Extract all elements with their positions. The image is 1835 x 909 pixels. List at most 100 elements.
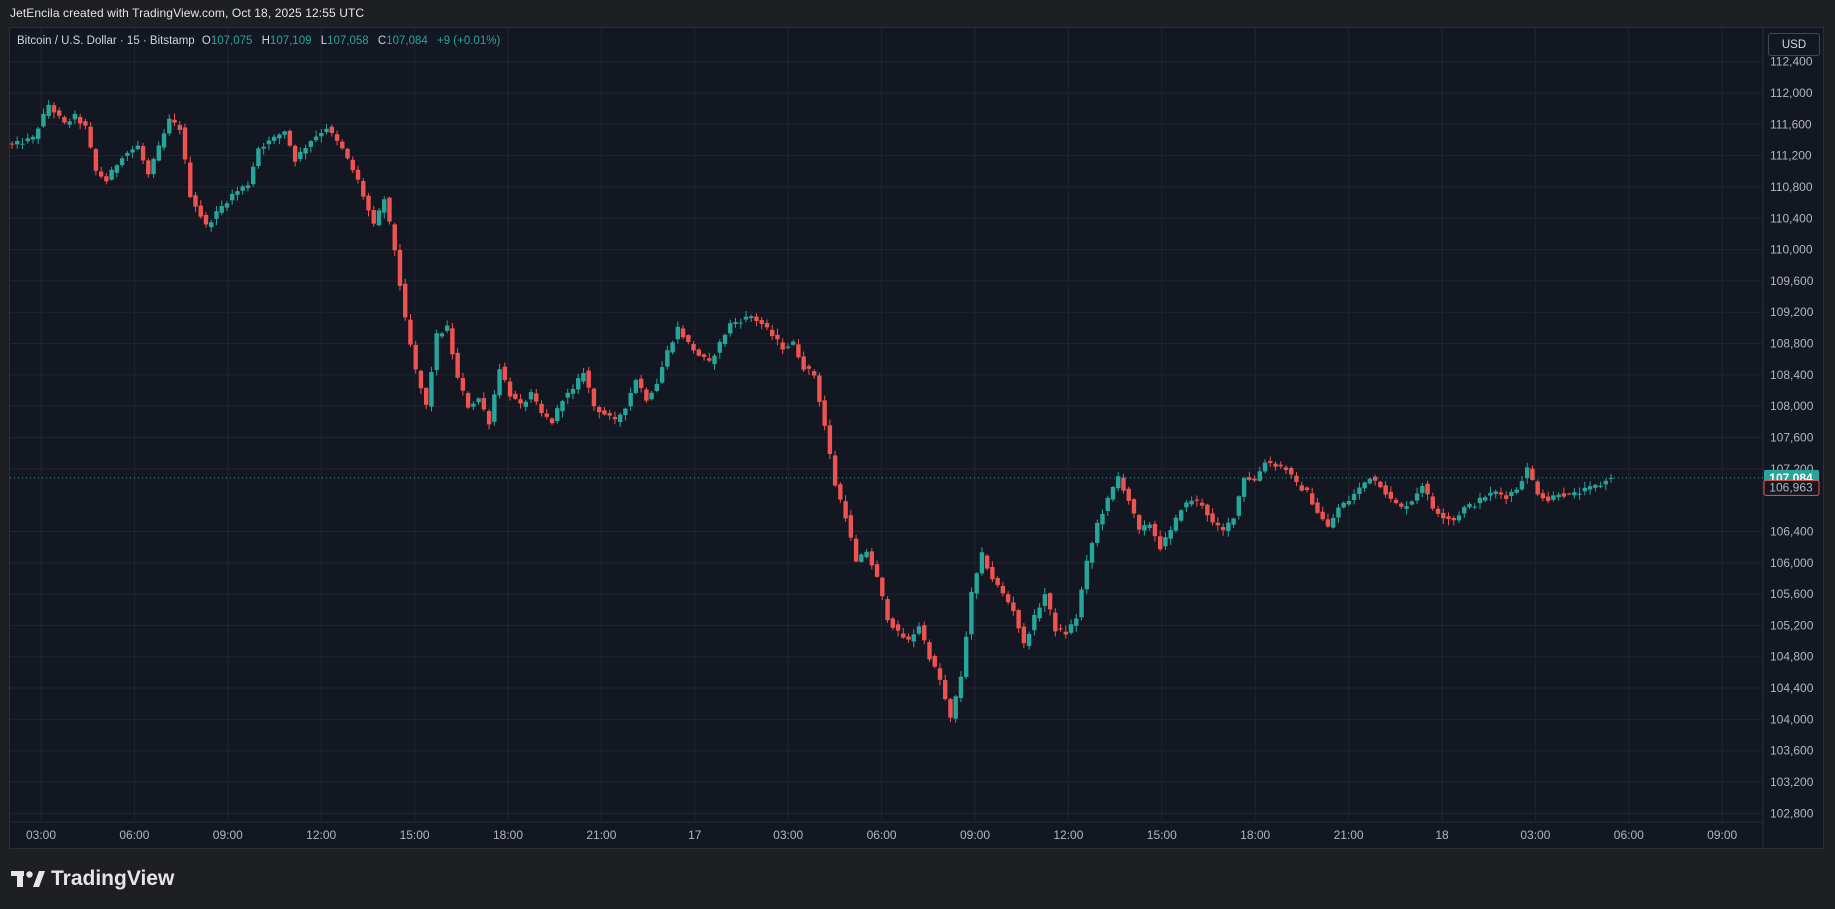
candle-body[interactable] bbox=[1540, 493, 1546, 499]
candle-body[interactable] bbox=[539, 403, 544, 413]
candle-body[interactable] bbox=[974, 573, 979, 594]
candle-body[interactable] bbox=[1388, 491, 1394, 499]
candle-body[interactable] bbox=[1346, 500, 1352, 505]
candle-body[interactable] bbox=[665, 350, 670, 367]
candle-body[interactable] bbox=[654, 383, 660, 391]
candle-body[interactable] bbox=[717, 341, 722, 353]
candle-body[interactable] bbox=[644, 389, 649, 401]
candle-body[interactable] bbox=[822, 400, 827, 426]
candle-body[interactable] bbox=[513, 393, 518, 399]
candle-body[interactable] bbox=[796, 344, 801, 358]
candle-body[interactable] bbox=[675, 326, 681, 340]
candle-body[interactable] bbox=[1404, 506, 1409, 509]
candle-body[interactable] bbox=[1283, 467, 1289, 471]
candle-body[interactable] bbox=[1147, 524, 1152, 528]
candle-body[interactable] bbox=[15, 140, 20, 145]
candle-body[interactable] bbox=[1493, 491, 1498, 494]
candle-body[interactable] bbox=[135, 145, 141, 150]
candle-body[interactable] bbox=[329, 126, 335, 133]
candle-body[interactable] bbox=[1509, 491, 1514, 497]
candle-body[interactable] bbox=[1247, 477, 1252, 480]
candle-body[interactable] bbox=[911, 634, 916, 642]
candle-body[interactable] bbox=[1325, 519, 1331, 527]
candle-body[interactable] bbox=[161, 133, 167, 148]
candle-body[interactable] bbox=[224, 203, 230, 208]
candle-body[interactable] bbox=[334, 134, 340, 141]
candle-body[interactable] bbox=[827, 425, 833, 455]
candle-body[interactable] bbox=[1152, 523, 1158, 537]
candle-body[interactable] bbox=[355, 169, 361, 180]
candle-body[interactable] bbox=[1173, 517, 1179, 531]
candle-body[interactable] bbox=[979, 552, 985, 574]
candle-body[interactable] bbox=[41, 113, 46, 127]
candle-body[interactable] bbox=[125, 152, 130, 156]
candle-body[interactable] bbox=[156, 145, 161, 161]
candle-body[interactable] bbox=[576, 378, 581, 390]
candle-body[interactable] bbox=[1205, 504, 1210, 516]
candle-body[interactable] bbox=[151, 159, 156, 175]
candle-body[interactable] bbox=[319, 132, 324, 137]
candle-body[interactable] bbox=[371, 210, 376, 224]
candle-body[interactable] bbox=[927, 642, 932, 660]
candle-body[interactable] bbox=[229, 193, 235, 201]
candle-body[interactable] bbox=[46, 104, 51, 117]
candle-body[interactable] bbox=[56, 110, 62, 116]
candle-body[interactable] bbox=[167, 118, 172, 134]
candle-body[interactable] bbox=[1341, 502, 1346, 508]
candle-body[interactable] bbox=[1336, 507, 1341, 518]
symbol-label[interactable]: Bitcoin / U.S. Dollar · 15 · Bitstamp bbox=[17, 35, 195, 47]
candle-body[interactable] bbox=[240, 186, 245, 191]
candle-body[interactable] bbox=[1430, 496, 1435, 509]
candle-body[interactable] bbox=[707, 358, 712, 361]
currency-button[interactable]: USD bbox=[1768, 33, 1820, 56]
candle-body[interactable] bbox=[1110, 487, 1116, 500]
candle-body[interactable] bbox=[591, 388, 597, 407]
candle-body[interactable] bbox=[1026, 633, 1032, 647]
candle-body[interactable] bbox=[570, 388, 576, 394]
candle-body[interactable] bbox=[1257, 471, 1262, 481]
candle-body[interactable] bbox=[1074, 618, 1079, 626]
candle-body[interactable] bbox=[30, 136, 36, 140]
candle-body[interactable] bbox=[696, 349, 702, 356]
candle-body[interactable] bbox=[1262, 462, 1268, 472]
candle-body[interactable] bbox=[497, 369, 502, 396]
candle-body[interactable] bbox=[1000, 585, 1006, 594]
candle-body[interactable] bbox=[1236, 496, 1242, 516]
candle-body[interactable] bbox=[565, 392, 570, 398]
candle-body[interactable] bbox=[1137, 515, 1142, 530]
candle-body[interactable] bbox=[649, 392, 654, 400]
candle-body[interactable] bbox=[146, 160, 151, 175]
candle-body[interactable] bbox=[801, 356, 806, 370]
candle-body[interactable] bbox=[1593, 484, 1598, 488]
candle-body[interactable] bbox=[51, 105, 57, 113]
candle-body[interactable] bbox=[518, 399, 523, 404]
candle-body[interactable] bbox=[1084, 560, 1089, 590]
candle-body[interactable] bbox=[712, 355, 717, 365]
candle-body[interactable] bbox=[1420, 486, 1425, 493]
candle-body[interactable] bbox=[1566, 493, 1572, 495]
candle-body[interactable] bbox=[250, 166, 256, 185]
candle-body[interactable] bbox=[555, 408, 560, 422]
candle-body[interactable] bbox=[1399, 503, 1404, 507]
candle-body[interactable] bbox=[387, 197, 392, 222]
candle-body[interactable] bbox=[607, 413, 612, 416]
candle-body[interactable] bbox=[376, 210, 382, 226]
candle-body[interactable] bbox=[1058, 628, 1063, 630]
candle-body[interactable] bbox=[1210, 513, 1215, 523]
candle-body[interactable] bbox=[67, 121, 72, 125]
candle-body[interactable] bbox=[109, 169, 114, 180]
candle-body[interactable] bbox=[963, 636, 969, 677]
candle-body[interactable] bbox=[313, 136, 319, 141]
candle-body[interactable] bbox=[738, 322, 743, 324]
candle-body[interactable] bbox=[617, 414, 623, 423]
candle-body[interactable] bbox=[1393, 499, 1399, 504]
candle-body[interactable] bbox=[890, 618, 895, 628]
candle-body[interactable] bbox=[471, 403, 476, 407]
candle-body[interactable] bbox=[93, 149, 99, 171]
candle-body[interactable] bbox=[1498, 492, 1504, 495]
candle-body[interactable] bbox=[1021, 626, 1027, 644]
candle-body[interactable] bbox=[203, 214, 209, 225]
candle-body[interactable] bbox=[1126, 488, 1131, 501]
candle-body[interactable] bbox=[98, 171, 104, 177]
candle-body[interactable] bbox=[895, 624, 901, 631]
